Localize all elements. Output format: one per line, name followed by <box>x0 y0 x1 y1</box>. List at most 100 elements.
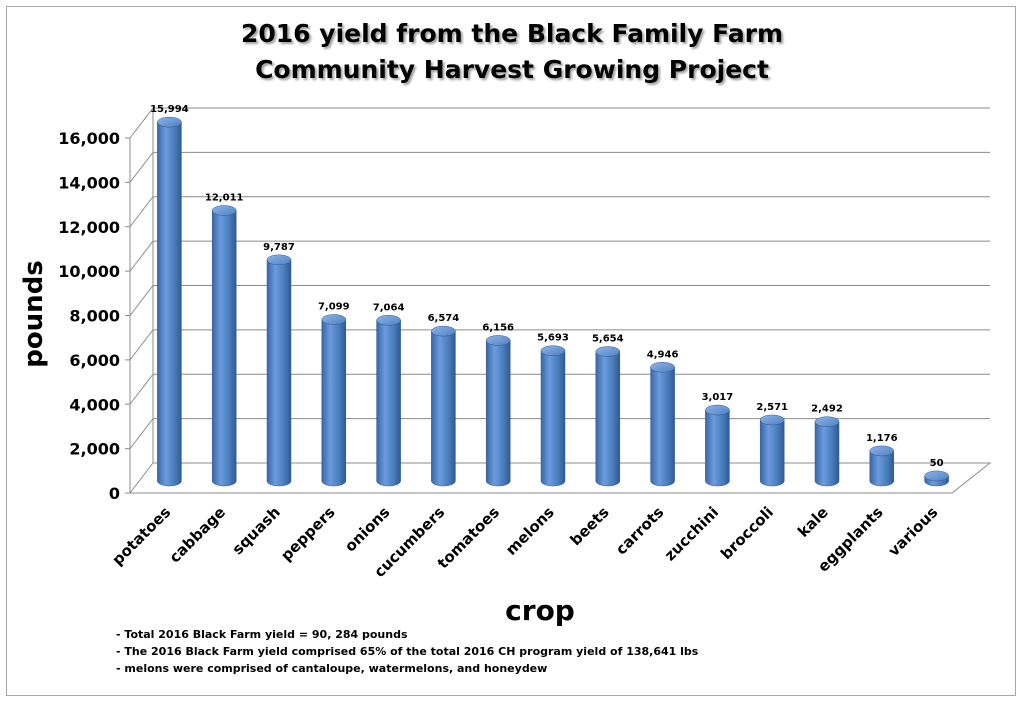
data-label: 4,946 <box>647 349 679 360</box>
x-tick-label: peppers <box>277 503 338 564</box>
data-label: 5,654 <box>592 334 624 345</box>
bar-top <box>814 416 840 427</box>
bar-tomatoes <box>485 335 511 487</box>
bar-eggplants <box>869 445 895 487</box>
x-tick-label: melons <box>502 503 558 559</box>
gridline <box>129 107 990 139</box>
floor <box>128 462 992 494</box>
bar-body <box>266 259 292 487</box>
bar-carrots <box>650 362 675 487</box>
x-tick-label: broccoli <box>717 503 777 563</box>
x-tick-label: potatoes <box>109 503 175 569</box>
bar-top <box>266 254 292 266</box>
bar-top <box>650 362 675 373</box>
data-label: 6,156 <box>482 322 514 333</box>
bar-top <box>924 470 949 482</box>
bars <box>157 116 949 487</box>
bar-peppers <box>321 314 347 487</box>
data-label: 12,011 <box>205 193 244 204</box>
x-axis-title: crop <box>505 594 575 627</box>
gridline <box>129 151 990 183</box>
x-tick-label: various <box>885 503 942 560</box>
y-tick-label: 2,000 <box>69 440 120 459</box>
data-labels: 15,994 12,011 9,787 7,099 7,064 6,574 6,156 5,6… <box>150 104 943 469</box>
y-tick-label: 6,000 <box>69 351 120 370</box>
chart-title-line-1: 2016 yield from the Black Family Farm <box>241 19 783 48</box>
data-label: 7,064 <box>373 302 405 313</box>
y-tick-label: 4,000 <box>69 395 120 414</box>
bar-top <box>321 314 347 325</box>
bar-onions <box>376 315 401 487</box>
x-tick-label: cabbage <box>166 503 229 566</box>
data-label: 50 <box>930 458 944 469</box>
chart-title-line-2: Community Harvest Growing Project <box>255 55 769 84</box>
x-tick-label: squash <box>229 503 284 558</box>
data-label: 6,574 <box>428 313 460 324</box>
bar-body <box>595 351 621 487</box>
bar-various <box>924 470 949 487</box>
bar-zucchini <box>705 404 730 487</box>
bar-broccoli <box>759 414 785 487</box>
bar-body <box>431 330 456 487</box>
bar-body <box>540 350 566 487</box>
bar-top <box>157 116 182 128</box>
bar-cucumbers <box>431 325 456 487</box>
bar-beets <box>595 346 621 487</box>
bar-top <box>595 346 621 357</box>
gridline <box>129 285 990 316</box>
bar-cabbage <box>211 205 237 487</box>
gridline <box>129 240 990 272</box>
footnote-1: - Total 2016 Black Farm yield = 90, 284 … <box>116 628 408 641</box>
bar-body <box>650 367 675 487</box>
data-label: 5,693 <box>537 333 569 344</box>
bar-body <box>157 121 182 487</box>
chart-title: 2016 yield from the Black Family Farm Co… <box>0 16 1024 88</box>
x-tick-label: carrots <box>612 503 667 558</box>
bar-melons <box>540 345 566 487</box>
bar-body <box>485 340 511 487</box>
footnote-3: - melons were comprised of cantaloupe, w… <box>116 662 548 675</box>
bar-body <box>376 320 401 487</box>
x-tick-label: beets <box>567 503 613 549</box>
y-tick-label: 16,000 <box>58 129 120 148</box>
gridline <box>129 196 990 228</box>
bar-body <box>814 421 840 487</box>
bar-body <box>759 419 785 487</box>
data-label: 15,994 <box>150 104 189 115</box>
bar-top <box>211 205 237 216</box>
footnotes: - Total 2016 Black Farm yield = 90, 284 … <box>116 626 698 677</box>
bar-squash <box>266 254 292 487</box>
data-label: 7,099 <box>318 301 350 312</box>
x-tick-label: kale <box>794 503 832 541</box>
y-tick-label: 0 <box>109 484 120 503</box>
data-label: 9,787 <box>263 242 295 253</box>
bar-top <box>485 335 511 346</box>
bar-top <box>759 414 785 426</box>
data-label: 1,176 <box>866 433 898 444</box>
bar-top <box>869 445 895 457</box>
x-tick-label: zucchini <box>661 503 722 564</box>
y-axis-title: pounds <box>19 260 49 368</box>
bar-potatoes <box>157 116 182 487</box>
bar-kale <box>814 416 840 487</box>
data-label: 2,571 <box>756 402 788 413</box>
bar-top <box>705 404 730 416</box>
bar-body <box>211 210 237 487</box>
bar-top <box>431 325 456 337</box>
y-tick-label: 8,000 <box>69 307 120 326</box>
bar-body <box>869 450 895 487</box>
data-label: 3,017 <box>702 392 734 403</box>
footnote-2: - The 2016 Black Farm yield comprised 65… <box>116 645 699 658</box>
data-label: 2,492 <box>811 404 843 415</box>
y-tick-label: 10,000 <box>58 262 120 281</box>
y-tick-label: 12,000 <box>58 218 120 237</box>
bar-top <box>376 315 401 326</box>
bar-body <box>705 409 730 487</box>
bar-body <box>321 319 347 487</box>
y-tick-label: 14,000 <box>58 173 120 192</box>
bar-top <box>540 345 566 356</box>
x-tick-label: onions <box>341 503 393 555</box>
y-axis-ticks: 0 2,000 4,000 6,000 8,000 10,000 12,000 14,000 1… <box>58 129 130 503</box>
